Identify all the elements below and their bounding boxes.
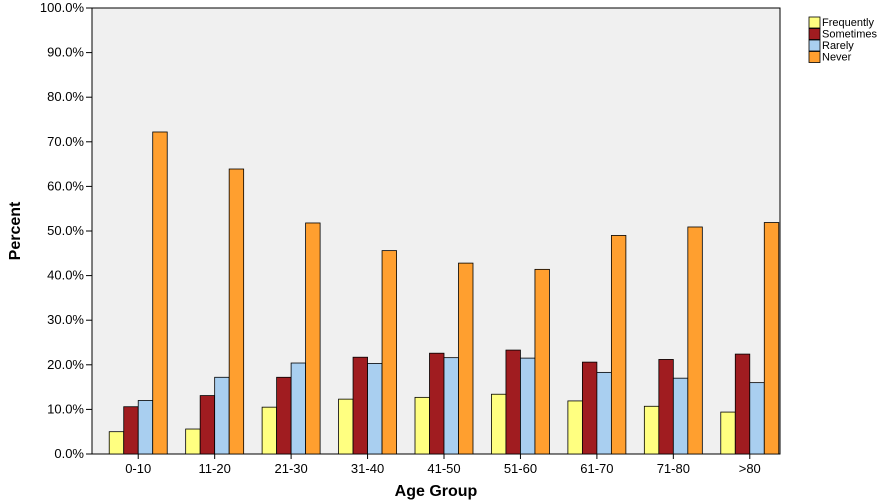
legend-label: Rarely (822, 40, 854, 52)
bar-frequently-7 (643, 405, 660, 455)
bar-never-8 (763, 222, 780, 455)
legend-label: Frequently (822, 17, 874, 29)
bar-rarely-6 (596, 371, 612, 455)
x-tick-label: 51-60 (504, 461, 537, 476)
x-axis-title: Age Group (395, 483, 478, 500)
x-tick-label: 31-40 (351, 461, 384, 476)
bar-sometimes-1 (199, 395, 216, 455)
bar-frequently-0 (108, 431, 125, 455)
y-axis: 0.0% 10.0% 20.0% 30.0% 40.0% 50.0% 60.0% 70.0% 8… (40, 0, 92, 461)
bar-never-4 (458, 262, 474, 455)
x-tick-label: 71-80 (657, 461, 690, 476)
bar-frequently-1 (185, 428, 201, 455)
bar-rarely-4 (443, 357, 459, 455)
y-tick-label: 40.0% (47, 268, 84, 283)
legend-label: Never (822, 52, 852, 64)
bar-rarely-5 (520, 357, 536, 455)
x-tick-label: 41-50 (427, 461, 460, 476)
bar-never-3 (381, 250, 397, 455)
bar-frequently-6 (567, 400, 583, 455)
bar-frequently-2 (261, 406, 278, 455)
y-tick-label: 70.0% (47, 134, 84, 149)
bar-frequently-5 (491, 393, 507, 455)
bar-sometimes-3 (352, 356, 368, 455)
y-tick-label: 50.0% (47, 223, 84, 238)
bar-sometimes-7 (658, 359, 674, 455)
bar-rarely-8 (749, 382, 765, 455)
bar-never-2 (305, 222, 321, 455)
bar-never-7 (687, 226, 703, 455)
bar-rarely-0 (137, 400, 154, 455)
y-tick-label: 0.0% (54, 446, 84, 461)
y-tick-label: 100.0% (40, 0, 85, 15)
legend-swatch (808, 16, 821, 29)
legend-swatch (808, 39, 821, 52)
bar-never-0 (152, 131, 168, 455)
bar-never-6 (610, 235, 627, 455)
bars-group (108, 131, 780, 455)
x-axis: 0-10 11-20 21-30 31-40 41-50 51-60 61-70 71-80 >… (125, 454, 761, 476)
x-tick-label: 61-70 (580, 461, 613, 476)
x-tick-label: 11-20 (199, 461, 231, 476)
y-tick-label: 60.0% (47, 178, 84, 193)
y-tick-label: 90.0% (47, 45, 84, 60)
bar-sometimes-5 (505, 349, 521, 455)
bar-sometimes-6 (581, 361, 598, 455)
legend-swatch (808, 51, 821, 63)
x-tick-label: >80 (739, 461, 761, 476)
bar-never-1 (228, 168, 245, 455)
y-tick-label: 80.0% (47, 89, 84, 104)
bar-sometimes-4 (429, 352, 445, 455)
legend-label: Sometimes (822, 29, 878, 41)
bar-rarely-7 (672, 377, 689, 455)
bar-rarely-2 (290, 362, 307, 455)
x-tick-label: 21-30 (274, 461, 307, 476)
bar-never-5 (534, 268, 550, 455)
y-axis-title: Percent (7, 201, 24, 260)
bar-sometimes-8 (734, 353, 751, 455)
x-tick-label: 0-10 (125, 461, 151, 476)
bar-frequently-8 (720, 411, 736, 455)
bar-frequently-3 (338, 398, 354, 455)
y-tick-label: 10.0% (47, 401, 84, 416)
y-tick-label: 20.0% (47, 357, 84, 372)
y-tick-label: 30.0% (47, 312, 84, 327)
legend-swatch (808, 28, 821, 40)
bar-rarely-1 (214, 376, 230, 455)
bar-frequently-4 (414, 396, 430, 455)
bar-sometimes-0 (123, 406, 139, 455)
bar-rarely-3 (367, 363, 383, 455)
bar-sometimes-2 (276, 376, 292, 455)
